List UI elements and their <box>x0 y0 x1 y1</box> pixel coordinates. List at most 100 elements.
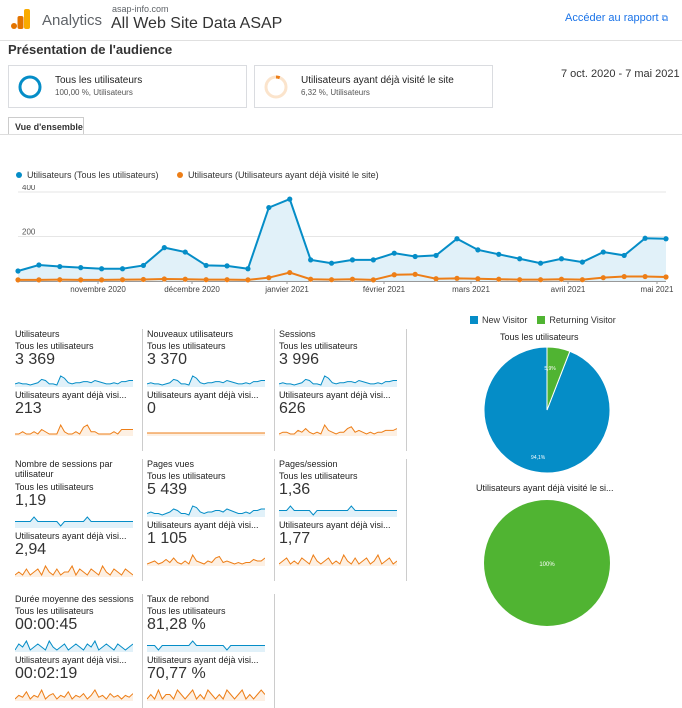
data-point[interactable] <box>161 276 167 282</box>
data-point[interactable] <box>57 263 63 270</box>
series-area-all-users <box>18 199 666 281</box>
pie-slice-returning[interactable] <box>484 500 610 626</box>
data-point[interactable] <box>579 277 585 283</box>
data-point[interactable] <box>161 245 167 251</box>
users-line-chart[interactable]: 400 200 novembre 2020 décembre 2020 janvier … <box>0 185 682 300</box>
data-point[interactable] <box>663 274 669 280</box>
metric-name: Utilisateurs <box>15 329 60 339</box>
data-point[interactable] <box>558 256 565 262</box>
report-link[interactable]: Accéder au rapport ⧉ <box>565 12 668 24</box>
data-point[interactable] <box>99 266 105 272</box>
visitor-pie-returning[interactable]: 100% <box>482 498 612 628</box>
data-point[interactable] <box>36 277 42 283</box>
date-range[interactable]: 7 oct. 2020 - 7 mai 2021 <box>561 68 680 80</box>
data-point[interactable] <box>579 259 585 265</box>
data-point[interactable] <box>203 262 209 269</box>
data-point[interactable] <box>517 277 523 283</box>
metric-segment-label: Tous les utilisateurs <box>147 606 226 616</box>
metric-card[interactable]: Pages/session Tous les utilisateurs 1,36… <box>279 459 407 581</box>
report-link-label[interactable]: Accéder au rapport <box>565 12 659 24</box>
data-point[interactable] <box>245 266 251 272</box>
metric-card[interactable]: Sessions Tous les utilisateurs 3 996 Uti… <box>279 329 407 451</box>
data-point[interactable] <box>15 268 21 274</box>
data-point[interactable] <box>140 262 147 269</box>
metric-value: 1,36 <box>279 481 311 498</box>
visitor-pie-all-users[interactable]: 5,9% 94,1% <box>482 345 612 475</box>
tab-overview[interactable]: Vue d'ensemble <box>8 117 84 135</box>
data-point[interactable] <box>412 271 418 277</box>
data-point[interactable] <box>36 262 42 268</box>
sparkline-all-users <box>15 516 133 528</box>
data-point[interactable] <box>621 273 627 280</box>
data-point[interactable] <box>224 263 230 269</box>
data-point[interactable] <box>391 250 397 256</box>
data-point[interactable] <box>475 276 481 282</box>
data-point[interactable] <box>642 235 648 241</box>
data-point[interactable] <box>558 276 565 282</box>
data-point[interactable] <box>642 273 648 280</box>
data-point[interactable] <box>78 265 84 271</box>
data-point[interactable] <box>537 260 544 266</box>
account-name[interactable]: asap-info.com <box>112 4 169 14</box>
data-point[interactable] <box>370 277 376 283</box>
data-point[interactable] <box>454 236 460 242</box>
data-point[interactable] <box>266 204 272 211</box>
data-point[interactable] <box>287 196 293 202</box>
metric-value: 0 <box>147 400 156 417</box>
data-point[interactable] <box>245 277 251 283</box>
data-point[interactable] <box>475 247 481 253</box>
data-point[interactable] <box>349 257 356 263</box>
data-point[interactable] <box>57 277 63 283</box>
data-point[interactable] <box>308 257 314 263</box>
metric-card[interactable]: Nouveaux utilisateurs Tous les utilisate… <box>147 329 275 451</box>
metric-segment-label: Tous les utilisateurs <box>147 471 226 481</box>
pie-slice-label: 100% <box>539 562 555 568</box>
data-point[interactable] <box>328 277 335 283</box>
data-point[interactable] <box>308 276 314 282</box>
pie-title-all-users: Tous les utilisateurs <box>500 332 579 342</box>
pie-slice-returning[interactable] <box>546 346 571 411</box>
data-point[interactable] <box>496 251 502 257</box>
metric-card[interactable]: Utilisateurs Tous les utilisateurs 3 369… <box>15 329 143 451</box>
x-tick-label: novembre 2020 <box>70 285 126 294</box>
metric-card[interactable]: Nombre de sessions par utilisateur Tous … <box>15 459 143 581</box>
analytics-logo-icon[interactable] <box>11 8 31 30</box>
data-point[interactable] <box>433 276 439 282</box>
metric-card[interactable]: Taux de rebond Tous les utilisateurs 81,… <box>147 594 275 708</box>
data-point[interactable] <box>287 269 293 276</box>
data-point[interactable] <box>182 249 188 255</box>
top-bar <box>0 0 682 41</box>
data-point[interactable] <box>663 236 669 242</box>
data-point[interactable] <box>621 252 627 259</box>
data-point[interactable] <box>140 276 147 283</box>
data-point[interactable] <box>99 277 105 283</box>
data-point[interactable] <box>15 277 21 283</box>
data-point[interactable] <box>433 252 439 259</box>
data-point[interactable] <box>454 275 460 281</box>
segment-card-all-users[interactable]: Tous les utilisateurs 100,00 %, Utilisat… <box>8 65 247 108</box>
data-point[interactable] <box>203 277 209 283</box>
data-point[interactable] <box>412 253 418 260</box>
data-point[interactable] <box>600 275 606 281</box>
data-point[interactable] <box>78 277 84 283</box>
view-selector[interactable]: All Web Site Data ASAP <box>111 15 283 32</box>
metric-card[interactable]: Durée moyenne des sessions Tous les util… <box>15 594 143 708</box>
data-point[interactable] <box>328 260 335 266</box>
data-point[interactable] <box>266 275 272 281</box>
data-point[interactable] <box>391 272 397 278</box>
data-point[interactable] <box>224 277 230 283</box>
metric-value: 3 996 <box>279 351 320 368</box>
data-point[interactable] <box>182 276 188 282</box>
data-point[interactable] <box>600 249 606 255</box>
metric-card[interactable]: Pages vues Tous les utilisateurs 5 439 U… <box>147 459 275 581</box>
segment-card-returning[interactable]: Utilisateurs ayant déjà visité le site 6… <box>254 65 493 108</box>
data-point[interactable] <box>517 256 523 262</box>
data-point[interactable] <box>370 257 376 263</box>
data-point[interactable] <box>537 277 544 283</box>
data-point[interactable] <box>119 277 126 283</box>
pie-legend-new: New Visitor <box>482 315 528 325</box>
data-point[interactable] <box>496 276 502 282</box>
data-point[interactable] <box>349 276 356 282</box>
metric-segment-label: Utilisateurs ayant déjà visi... <box>279 390 391 400</box>
data-point[interactable] <box>119 266 126 272</box>
